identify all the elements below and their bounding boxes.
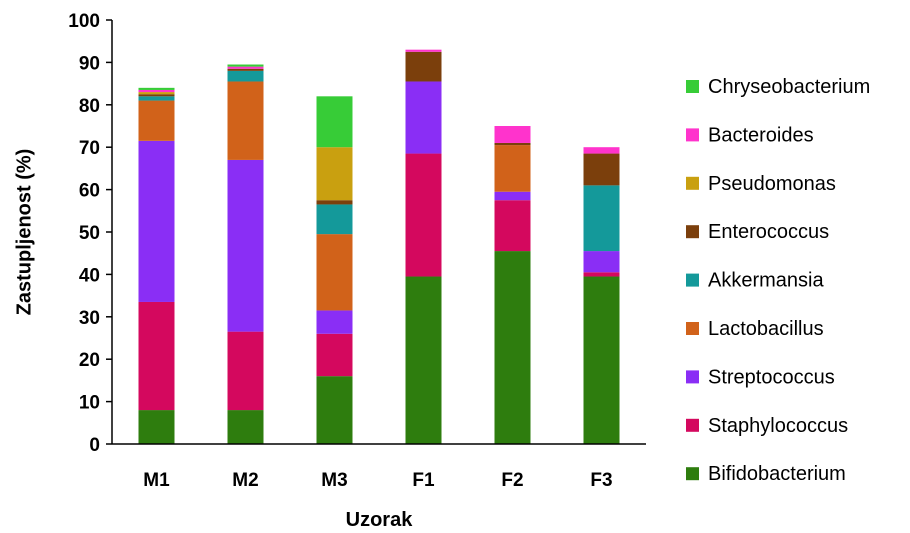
bar-segment-enterococcus-m2 xyxy=(227,68,264,71)
bar-segment-bacteroides-f1 xyxy=(405,49,442,52)
bar-segment-lactobacillus-m1 xyxy=(138,100,175,141)
bar-segment-enterococcus-m3 xyxy=(316,200,353,205)
bar-segment-streptococcus-m1 xyxy=(138,140,175,302)
bar-segment-lactobacillus-m2 xyxy=(227,81,264,160)
x-tick-label: M1 xyxy=(143,470,170,491)
y-tick-label: 100 xyxy=(68,11,100,32)
x-tick-label: F3 xyxy=(590,470,612,491)
legend-label-lactobacillus: Lactobacillus xyxy=(708,318,824,340)
legend-label-staphylococcus: Staphylococcus xyxy=(708,415,848,437)
legend-swatch-enterococcus xyxy=(686,225,699,239)
legend-swatch-streptococcus xyxy=(686,370,699,384)
legend-label-akkermansia: Akkermansia xyxy=(708,270,824,292)
legend-label-bifidobacterium: Bifidobacterium xyxy=(708,463,846,485)
bar-segment-streptococcus-m3 xyxy=(316,310,353,334)
bar-segment-bacteroides-f3 xyxy=(583,147,620,154)
bar-segment-chryseobacterium-m1 xyxy=(138,87,175,90)
legend: Chryseobacterium Bacteroides Pseudomonas En… xyxy=(686,76,870,485)
bar-segment-akkermansia-f3 xyxy=(583,185,620,252)
bar-segment-bacteroides-f2 xyxy=(494,126,531,143)
legend-swatch-pseudomonas xyxy=(686,176,699,190)
bar-segment-staphylococcus-f1 xyxy=(405,153,442,277)
y-tick-label: 20 xyxy=(79,350,100,371)
bar-segment-bifidobacterium-f2 xyxy=(494,251,531,444)
x-axis-title: Uzorak xyxy=(346,509,414,531)
bar-segment-bifidobacterium-m2 xyxy=(227,410,264,444)
bar-segment-akkermansia-m2 xyxy=(227,70,264,82)
bar-segment-staphylococcus-f3 xyxy=(583,272,620,277)
bar-segment-enterococcus-f2 xyxy=(494,142,531,146)
bar-segment-chryseobacterium-m3 xyxy=(316,96,353,148)
bar-segment-bifidobacterium-m3 xyxy=(316,376,353,444)
legend-label-enterococcus: Enterococcus xyxy=(708,221,829,243)
bar-segment-streptococcus-m2 xyxy=(227,159,264,332)
bar-segment-enterococcus-f3 xyxy=(583,153,620,186)
y-tick-label: 0 xyxy=(89,435,100,456)
x-tick-label: M2 xyxy=(232,470,258,491)
legend-swatch-staphylococcus xyxy=(686,418,699,432)
bar-segment-enterococcus-m1 xyxy=(138,94,175,97)
bar-segment-akkermansia-m1 xyxy=(138,96,175,101)
bar-segment-bacteroides-m2 xyxy=(227,66,264,69)
x-tick-label: F2 xyxy=(501,470,523,491)
legend-swatch-akkermansia xyxy=(686,273,699,287)
bar-segment-lactobacillus-m3 xyxy=(316,234,353,311)
bar-segment-bacteroides-m1 xyxy=(138,89,175,93)
bar-segment-staphylococcus-m3 xyxy=(316,333,353,377)
bar-segment-staphylococcus-f2 xyxy=(494,200,531,252)
y-axis-ticks: 0 10 20 30 40 50 60 70 80 90 100 xyxy=(68,11,112,456)
bar-segment-streptococcus-f1 xyxy=(405,81,442,154)
bar-segment-lactobacillus-f2 xyxy=(494,145,531,192)
y-tick-label: 30 xyxy=(79,308,100,329)
bar-segment-chryseobacterium-m2 xyxy=(227,64,264,67)
legend-swatch-bacteroides xyxy=(686,128,699,142)
y-tick-label: 80 xyxy=(79,96,100,117)
legend-label-streptococcus: Streptococcus xyxy=(708,366,835,388)
bar-segment-streptococcus-f2 xyxy=(494,191,531,201)
bar-segment-staphylococcus-m2 xyxy=(227,331,264,411)
y-tick-label: 90 xyxy=(79,53,100,74)
y-tick-label: 60 xyxy=(79,181,100,202)
bar-segment-staphylococcus-m1 xyxy=(138,301,175,411)
bar-segment-pseudomonas-m3 xyxy=(316,147,353,201)
bar-segment-enterococcus-f1 xyxy=(405,51,442,82)
x-tick-label: F1 xyxy=(412,470,435,491)
bar-segment-bifidobacterium-f1 xyxy=(405,276,442,444)
legend-label-pseudomonas: Pseudomonas xyxy=(708,173,836,195)
legend-swatch-chryseobacterium xyxy=(686,80,699,93)
y-tick-label: 40 xyxy=(79,265,100,286)
bar-segment-bifidobacterium-m1 xyxy=(138,410,175,444)
legend-label-chryseobacterium: Chryseobacterium xyxy=(708,76,870,98)
y-axis-title: Zastupljenost (%) xyxy=(13,149,35,316)
bar-segment-pseudomonas-m1 xyxy=(138,92,175,95)
bar-segment-bifidobacterium-f3 xyxy=(583,276,620,444)
y-tick-label: 50 xyxy=(79,223,100,244)
legend-swatch-lactobacillus xyxy=(686,322,699,335)
bar-segment-streptococcus-f3 xyxy=(583,251,620,273)
y-tick-label: 70 xyxy=(79,138,100,159)
bars-layer xyxy=(138,49,620,444)
legend-swatch-bifidobacterium xyxy=(686,467,699,481)
x-axis-ticks: M1 M2 M3 F1 F2 F3 xyxy=(143,470,612,491)
bar-segment-akkermansia-m3 xyxy=(316,204,353,235)
legend-label-bacteroides: Bacteroides xyxy=(708,124,814,146)
x-tick-label: M3 xyxy=(321,470,347,491)
y-tick-label: 10 xyxy=(79,393,100,414)
